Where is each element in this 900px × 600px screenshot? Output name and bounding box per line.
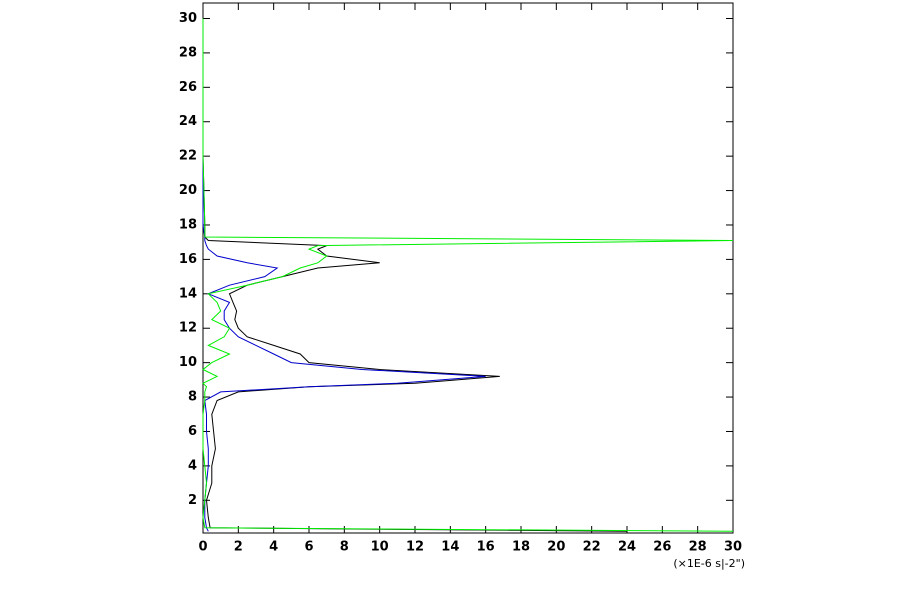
x-tick-label: 24	[618, 540, 636, 555]
y-tick-label: 26	[179, 80, 197, 95]
x-tick-label: 20	[547, 540, 565, 555]
y-tick-label: 4	[188, 458, 197, 473]
x-tick-label: 30	[724, 540, 742, 555]
y-tick-label: 28	[179, 45, 197, 60]
x-tick-label: 10	[371, 540, 389, 555]
x-tick-label: 18	[512, 540, 530, 555]
x-tick-label: 26	[653, 540, 671, 555]
x-tick-label: 8	[340, 540, 349, 555]
y-tick-label: 22	[179, 149, 197, 164]
x-tick-label: 14	[441, 540, 459, 555]
y-tick-label: 30	[179, 11, 197, 26]
x-tick-label: 2	[234, 540, 243, 555]
y-tick-label: 18	[179, 217, 197, 232]
x-tick-label: 16	[477, 540, 495, 555]
y-tick-label: 24	[179, 114, 197, 129]
x-tick-label: 4	[269, 540, 278, 555]
x-tick-label: 22	[583, 540, 601, 555]
x-axis-label: (×1E-6 s|-2")	[673, 557, 745, 570]
plot-frame	[202, 2, 734, 534]
profile-line	[202, 18, 486, 532]
y-tick-label: 6	[188, 424, 197, 439]
x-tick-label: 12	[406, 540, 424, 555]
y-tick-label: 12	[179, 321, 197, 336]
y-tick-label: 20	[179, 183, 197, 198]
y-tick-label: 2	[188, 493, 197, 508]
profile-line	[202, 18, 734, 532]
x-tick-label: 28	[689, 540, 707, 555]
x-tick-label: 6	[304, 540, 313, 555]
y-tick-label: 14	[179, 286, 197, 301]
y-tick-label: 16	[179, 252, 197, 267]
x-tick-label: 0	[198, 540, 207, 555]
y-tick-label: 10	[179, 355, 197, 370]
profile-line	[202, 18, 628, 532]
y-tick-label: 8	[188, 390, 197, 405]
